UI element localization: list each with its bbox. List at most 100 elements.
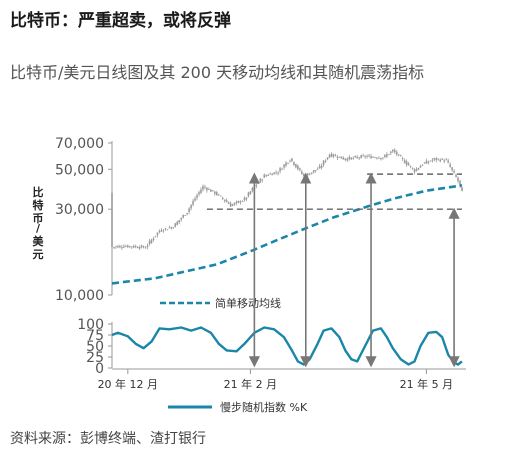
candle-body xyxy=(217,194,220,196)
candle-body xyxy=(439,159,442,162)
candle-body xyxy=(344,158,347,160)
price-y-tick-label: 70,000 xyxy=(55,136,104,152)
candle-body xyxy=(170,227,173,229)
candle-body xyxy=(186,212,188,215)
candle-body xyxy=(425,160,428,164)
candle-body xyxy=(182,215,184,218)
candle-body xyxy=(251,187,254,192)
candle-body xyxy=(445,159,447,161)
stoch-y-tick-label: 75 xyxy=(86,328,104,344)
candle-body xyxy=(299,168,301,170)
candle-body xyxy=(340,156,343,159)
candle-body xyxy=(324,160,327,162)
candle-body xyxy=(144,247,147,249)
x-tick-label: 20 年 12 月 xyxy=(98,377,158,391)
candle-body xyxy=(216,192,218,195)
candle-body xyxy=(247,192,250,197)
candle-body xyxy=(376,157,378,159)
candle-body xyxy=(437,158,440,160)
candle-body xyxy=(312,170,315,173)
candle-body xyxy=(413,169,416,173)
candle-body xyxy=(320,165,323,168)
candle-body xyxy=(409,165,412,167)
candle-body xyxy=(314,170,317,171)
candle-body xyxy=(249,191,252,194)
candle-body xyxy=(405,161,408,165)
candle-body xyxy=(354,156,357,158)
candle-body xyxy=(136,247,139,249)
price-y-axis-label: 比特币/美元 xyxy=(33,185,45,261)
candle-body xyxy=(338,156,341,158)
ma-legend-label: 简单移动均线 xyxy=(215,296,281,310)
candle-body xyxy=(283,164,285,168)
candle-body xyxy=(455,174,457,178)
candle-body xyxy=(318,166,321,169)
candle-body xyxy=(140,245,143,248)
candle-body xyxy=(188,208,190,213)
candle-body xyxy=(271,174,273,176)
candle-body xyxy=(342,157,345,160)
candle-body xyxy=(210,189,212,192)
stochastic-k-line xyxy=(111,326,463,366)
candle-body xyxy=(235,201,238,203)
candle-body xyxy=(352,157,355,159)
candle-body xyxy=(403,160,406,164)
candle-body xyxy=(237,200,240,203)
candle-body xyxy=(421,164,424,166)
candle-body xyxy=(316,169,319,170)
stoch-y-tick-label: 0 xyxy=(95,361,104,377)
x-tick-label: 21 年 5 月 xyxy=(400,377,454,391)
candle-body xyxy=(291,158,293,162)
price-y-tick-label: 10,000 xyxy=(55,288,104,304)
candle-body xyxy=(289,160,291,162)
candle-body xyxy=(115,246,117,248)
candle-body xyxy=(172,227,175,229)
candle-body xyxy=(360,155,362,158)
candle-body xyxy=(423,162,426,164)
candle-body xyxy=(330,153,333,157)
candle-body xyxy=(142,246,145,248)
candle-body xyxy=(231,204,234,206)
candle-body xyxy=(415,168,418,171)
candle-body xyxy=(229,203,232,207)
candle-body xyxy=(368,155,370,157)
candle-body xyxy=(449,164,451,167)
price-y-tick-label: 30,000 xyxy=(55,202,104,218)
candle-body xyxy=(125,246,127,248)
candle-body xyxy=(443,160,446,162)
chart-subtitle: 比特币/美元日线图及其 200 天移动均线和其随机震荡指标 xyxy=(10,63,425,82)
candle-body xyxy=(148,240,151,245)
candle-body xyxy=(113,246,115,248)
candle-body xyxy=(233,202,236,205)
candle-body xyxy=(457,177,459,182)
candle-body xyxy=(225,200,228,203)
candle-body xyxy=(366,156,368,158)
candle-body xyxy=(391,149,394,152)
candle-body xyxy=(176,221,179,225)
candle-body xyxy=(245,197,248,200)
candle-body xyxy=(332,154,335,157)
candle-body xyxy=(304,176,307,178)
candle-body xyxy=(164,228,167,230)
candle-body xyxy=(194,198,196,201)
candle-body xyxy=(158,230,161,233)
candle-body xyxy=(255,184,258,187)
candle-body xyxy=(132,245,135,248)
candle-body xyxy=(461,187,463,192)
candle-body xyxy=(334,155,337,157)
candle-body xyxy=(388,154,390,156)
candle-body xyxy=(160,230,163,232)
candle-body xyxy=(429,160,432,162)
candle-body xyxy=(111,192,113,247)
candle-body xyxy=(427,161,430,163)
candle-body xyxy=(295,163,297,168)
candle-body xyxy=(435,158,438,161)
price-y-tick-label: 50,000 xyxy=(55,162,104,178)
candle-body xyxy=(259,178,262,183)
candle-body xyxy=(239,201,242,203)
candle-body xyxy=(204,186,206,188)
candle-body xyxy=(348,156,351,160)
candle-body xyxy=(184,215,186,216)
candle-body xyxy=(372,156,374,158)
